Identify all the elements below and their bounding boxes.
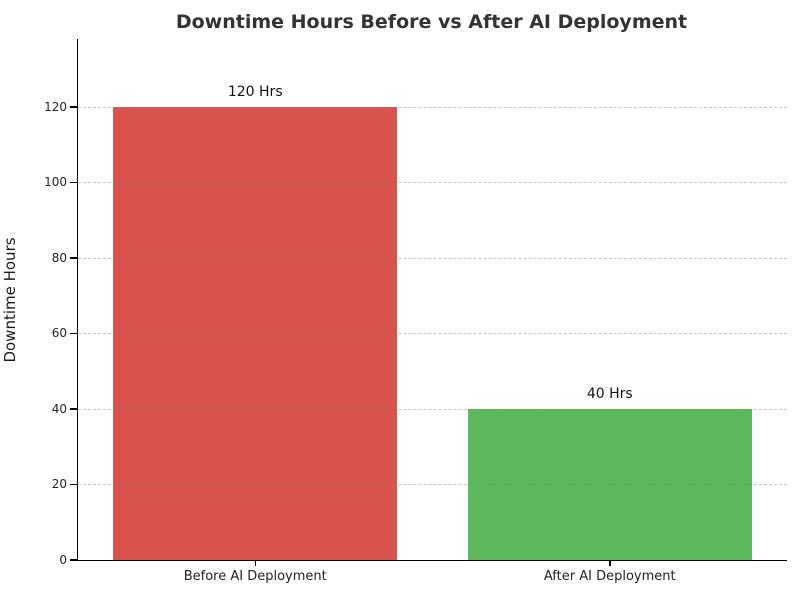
- y-tick-mark: [70, 559, 77, 561]
- bar-value-label: 40 Hrs: [586, 386, 633, 402]
- y-tick-mark: [70, 483, 77, 486]
- gridline-y-60: [78, 333, 787, 335]
- y-tick-mark: [70, 408, 77, 410]
- x-category-label: Before AI Deployment: [183, 569, 327, 584]
- gridline-y-80: [78, 257, 787, 259]
- bar-value-label: 120 Hrs: [227, 83, 283, 100]
- bar-1: [467, 409, 752, 560]
- y-tick-mark: [70, 181, 77, 184]
- x-tick-mark: [254, 560, 256, 566]
- y-tick-label: 20: [51, 477, 67, 492]
- y-tick-label: 80: [51, 250, 67, 265]
- plot-area: 0 20 40 60 80 100 120 120 Hrs Before AI Deployme…: [44, 39, 787, 584]
- y-tick-label: 40: [51, 401, 67, 416]
- y-tick-mark: [70, 332, 77, 335]
- gridline-y-120: [78, 106, 787, 108]
- y-tick-label: 120: [44, 99, 67, 114]
- gridline-y-40: [78, 408, 787, 410]
- chart-title: Downtime Hours Before vs After AI Deploy…: [175, 11, 688, 33]
- x-tick-mark: [609, 560, 611, 566]
- y-tick-label: 60: [51, 326, 67, 341]
- gridline-y-20: [78, 484, 787, 486]
- y-tick-label: 0: [59, 553, 67, 567]
- y-tick-label: 100: [44, 175, 67, 190]
- y-tick-mark: [70, 106, 77, 108]
- bar-0: [113, 106, 398, 560]
- gridline-y-100: [78, 182, 787, 184]
- y-tick-mark: [70, 257, 77, 259]
- x-category-label: After AI Deployment: [543, 569, 676, 584]
